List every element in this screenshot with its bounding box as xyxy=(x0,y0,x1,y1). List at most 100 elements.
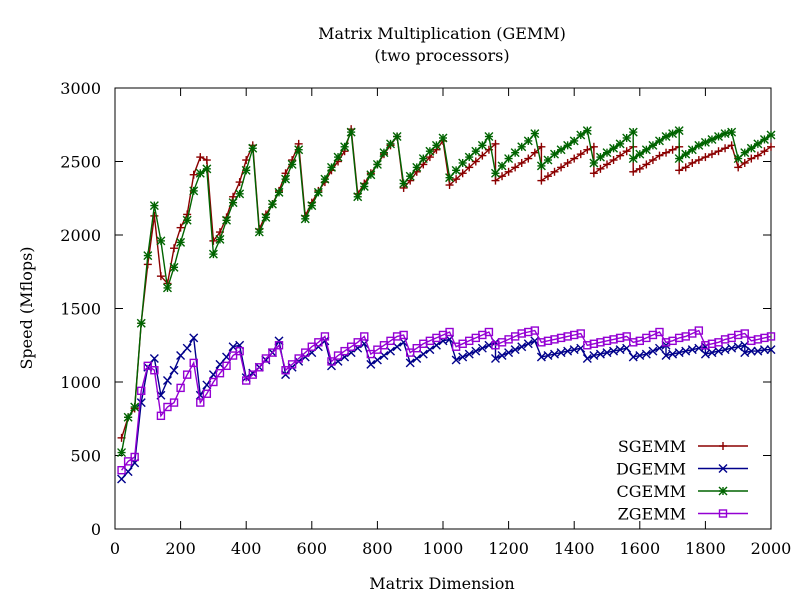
x-tick-label: 1800 xyxy=(685,539,726,558)
data-point-sgemm xyxy=(491,139,500,148)
data-point-sgemm xyxy=(740,158,749,167)
data-point-sgemm xyxy=(156,272,165,281)
data-point-cgemm xyxy=(313,187,323,197)
data-point-zgemm xyxy=(281,366,290,375)
data-point-cgemm xyxy=(602,148,612,158)
data-point-sgemm xyxy=(570,154,579,163)
legend-item-cgemm: CGEMM xyxy=(617,482,748,501)
data-point-zgemm xyxy=(143,361,153,371)
data-point-dgemm xyxy=(687,345,697,355)
data-point-sgemm xyxy=(635,164,644,173)
x-tick-label: 0 xyxy=(110,539,120,558)
data-point-sgemm xyxy=(583,145,592,154)
x-tick-label: 200 xyxy=(165,539,196,558)
data-point-sgemm xyxy=(209,236,218,245)
data-point-zgemm xyxy=(261,354,271,363)
data-point-dgemm xyxy=(517,342,527,352)
data-point-dgemm xyxy=(536,352,546,362)
data-point-cgemm xyxy=(641,145,651,155)
y-axis-label: Speed (Mflops) xyxy=(17,246,36,369)
data-point-dgemm xyxy=(648,346,658,356)
data-point-dgemm xyxy=(595,349,605,359)
data-point-cgemm xyxy=(320,174,330,184)
data-point-dgemm xyxy=(477,343,487,353)
data-point-cgemm xyxy=(379,148,389,158)
data-point-cgemm xyxy=(248,143,258,153)
data-point-zgemm xyxy=(215,368,225,378)
data-point-sgemm xyxy=(563,158,572,167)
data-point-cgemm xyxy=(431,140,441,150)
data-point-dgemm xyxy=(451,355,461,365)
data-point-cgemm xyxy=(294,145,304,155)
data-point-dgemm xyxy=(464,349,474,359)
legend-label-zgemm: ZGEMM xyxy=(618,505,686,524)
data-point-dgemm xyxy=(707,348,717,358)
data-point-cgemm xyxy=(582,126,592,136)
series-layer xyxy=(117,125,776,484)
data-point-dgemm xyxy=(700,349,710,359)
legend-marker-dgemm xyxy=(718,464,728,473)
data-point-dgemm xyxy=(497,351,507,361)
data-point-sgemm xyxy=(675,166,684,175)
data-point-sgemm xyxy=(576,150,585,159)
data-point-dgemm xyxy=(628,352,638,362)
data-point-zgemm xyxy=(379,341,389,350)
data-point-dgemm xyxy=(471,346,481,356)
data-point-sgemm xyxy=(176,223,185,232)
data-point-cgemm xyxy=(162,283,172,293)
y-tick-label: 1000 xyxy=(60,373,101,392)
data-point-zgemm xyxy=(235,346,244,356)
data-point-zgemm xyxy=(202,389,212,398)
data-point-cgemm xyxy=(523,136,533,146)
data-point-cgemm xyxy=(681,149,691,159)
data-point-sgemm xyxy=(622,147,631,156)
data-point-sgemm xyxy=(504,167,513,176)
data-point-cgemm xyxy=(399,179,409,189)
data-point-cgemm xyxy=(123,412,133,422)
data-point-zgemm xyxy=(301,348,310,357)
data-point-dgemm xyxy=(162,376,172,386)
data-point-sgemm xyxy=(491,176,500,185)
legend-label-sgemm: SGEMM xyxy=(618,437,686,456)
data-point-dgemm xyxy=(326,361,336,371)
data-point-cgemm xyxy=(550,149,560,159)
data-point-cgemm xyxy=(438,133,448,143)
data-point-cgemm xyxy=(746,143,756,153)
data-point-dgemm xyxy=(405,358,415,368)
data-point-cgemm xyxy=(451,165,461,175)
y-tick-label: 1500 xyxy=(60,300,101,319)
data-point-zgemm xyxy=(163,402,172,412)
data-point-dgemm xyxy=(189,333,199,343)
data-point-sgemm xyxy=(662,148,671,157)
chart-title: Matrix Multiplication (GEMM) xyxy=(318,24,566,43)
data-point-sgemm xyxy=(445,181,454,190)
data-point-sgemm xyxy=(694,156,703,165)
data-point-sgemm xyxy=(760,147,769,156)
data-point-cgemm xyxy=(405,171,415,181)
data-point-dgemm xyxy=(281,370,291,380)
data-point-cgemm xyxy=(418,154,428,164)
data-point-sgemm xyxy=(596,164,605,173)
data-point-cgemm xyxy=(359,181,369,191)
data-point-dgemm xyxy=(182,343,192,353)
data-point-cgemm xyxy=(281,174,291,184)
data-point-dgemm xyxy=(609,346,619,356)
data-point-cgemm xyxy=(477,140,487,150)
data-point-sgemm xyxy=(753,151,762,160)
data-point-zgemm xyxy=(274,341,284,350)
data-point-cgemm xyxy=(484,132,494,142)
data-point-zgemm xyxy=(255,363,264,372)
data-point-cgemm xyxy=(143,251,153,261)
data-point-cgemm xyxy=(386,139,396,149)
data-point-sgemm xyxy=(465,163,474,172)
data-point-cgemm xyxy=(169,262,179,272)
data-point-zgemm xyxy=(327,357,336,366)
data-point-sgemm xyxy=(170,244,179,253)
data-point-dgemm xyxy=(563,346,573,356)
data-point-sgemm xyxy=(747,154,756,163)
data-point-zgemm xyxy=(366,349,376,359)
data-point-dgemm xyxy=(504,348,514,358)
data-point-zgemm xyxy=(655,327,664,337)
data-point-sgemm xyxy=(629,167,638,176)
